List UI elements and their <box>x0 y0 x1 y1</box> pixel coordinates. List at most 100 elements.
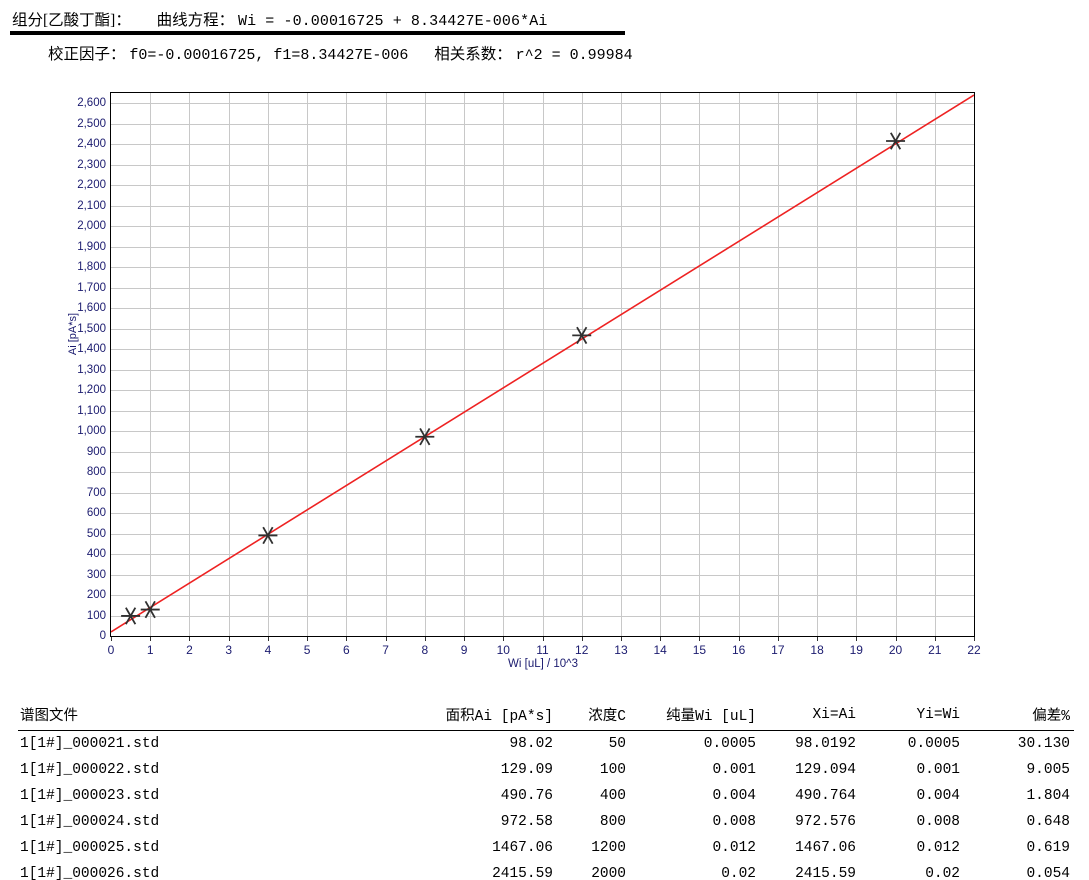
y-tick-label: 1,300 <box>77 363 106 376</box>
x-tick-mark <box>268 637 269 641</box>
y-tick-label: 2,400 <box>77 138 106 151</box>
header-line-equation: 组分[乙酸丁酯]： 曲线方程： Wi = -0.00016725 + 8.344… <box>12 8 547 30</box>
x-tick-mark <box>346 637 347 641</box>
cell-amount: 0.004 <box>712 788 756 804</box>
calibration-chart: Ai [pA*s] 0 100 200 300 400 500 600 700 800 900 1,… <box>0 78 1089 678</box>
plot-area <box>110 92 975 637</box>
y-tick-label: 2,500 <box>77 117 106 130</box>
y-tick-label: 400 <box>86 548 106 561</box>
table-row[interactable]: 1[1#]_000025.std 1467.06 1200 0.012 1467.06 0… <box>18 835 1074 861</box>
x-tick-label: 21 <box>928 643 942 657</box>
data-point-marker[interactable] <box>886 132 906 150</box>
cell-file: 1[1#]_000023.std <box>20 788 160 804</box>
cell-yi: 0.02 <box>925 866 960 880</box>
y-tick-label: 1,600 <box>77 302 106 315</box>
x-axis-tick-labels: 0 1 2 3 4 5 6 7 8 9 10 11 12 13 14 15 16 17 18 19 20 21 22 <box>107 637 981 663</box>
cell-amount: 0.0005 <box>703 736 756 752</box>
x-tick-label: 2 <box>186 643 193 657</box>
table-row[interactable]: 1[1#]_000024.std 972.58 800 0.008 972.576 0.0… <box>18 809 1074 835</box>
x-tick-label: 0 <box>107 643 115 657</box>
data-point-marker[interactable] <box>572 326 592 345</box>
y-tick-label: 1,100 <box>77 404 106 417</box>
data-point-marker[interactable] <box>415 428 435 446</box>
x-tick-label: 22 <box>967 643 981 657</box>
table-row[interactable]: 1[1#]_000022.std 129.09 100 0.001 129.094 0.0… <box>18 757 1074 783</box>
cell-area: 490.76 <box>500 788 553 804</box>
x-tick-mark <box>699 637 700 641</box>
table-body: 1[1#]_000021.std 98.02 50 0.0005 98.0192 0.00… <box>18 731 1074 880</box>
y-axis-tick-labels: 0 100 200 300 400 500 600 700 800 900 1,000 1,100 1,… <box>58 92 167 642</box>
data-point-marker[interactable] <box>140 600 160 619</box>
x-tick-mark <box>778 637 779 641</box>
cell-conc: 800 <box>599 814 626 830</box>
equation-label: 曲线方程： <box>156 12 235 29</box>
col-header-file: 谱图文件 <box>18 700 413 731</box>
y-tick-label: 1,800 <box>77 261 106 274</box>
cell-area: 98.02 <box>509 736 553 752</box>
col-header-yi: Yi=Wi <box>878 700 978 731</box>
x-tick-mark <box>386 637 387 641</box>
y-tick-label: 0 <box>99 630 106 642</box>
x-tick-mark <box>543 637 544 641</box>
x-tick-label: 14 <box>653 643 667 657</box>
y-tick-label: 2,000 <box>77 220 106 233</box>
regression-line <box>110 94 975 633</box>
x-tick-label: 18 <box>810 643 824 657</box>
cell-area: 972.58 <box>500 814 553 830</box>
x-tick-mark <box>229 637 230 641</box>
x-tick-mark <box>150 637 151 641</box>
x-tick-label: 7 <box>382 643 389 657</box>
x-tick-label: 9 <box>460 643 468 657</box>
cell-yi: 0.0005 <box>907 736 960 752</box>
x-tick-mark <box>660 637 661 641</box>
x-tick-label: 17 <box>771 643 785 657</box>
cell-area: 129.09 <box>500 762 553 778</box>
x-tick-label: 4 <box>264 643 272 657</box>
y-tick-label: 1,200 <box>77 384 106 397</box>
x-tick-mark <box>974 637 975 641</box>
factors-label: 校正因子： <box>48 46 126 63</box>
component-name: 组分[乙酸丁酯]： <box>12 12 131 29</box>
x-tick-mark <box>111 637 112 641</box>
cell-dev: 9.005 <box>1026 762 1070 778</box>
cell-yi: 0.004 <box>916 788 960 804</box>
table-header-row: 谱图文件 面积Ai [pA*s] 浓度C 纯量Wi [uL] Xi=Ai Yi=… <box>18 700 1074 731</box>
col-header-conc: 浓度C <box>553 700 638 731</box>
y-tick-label: 1,400 <box>77 343 106 356</box>
x-tick-label: 11 <box>536 643 549 657</box>
x-tick-label: 6 <box>343 643 350 657</box>
correlation-label: 相关系数： <box>434 46 512 63</box>
y-tick-label: 800 <box>86 466 106 479</box>
y-tick-label: 2,200 <box>77 179 106 192</box>
table-row[interactable]: 1[1#]_000026.std 2415.59 2000 0.02 2415.59 0.… <box>18 861 1074 880</box>
data-point-marker[interactable] <box>258 526 278 545</box>
y-tick-label: 100 <box>86 609 106 622</box>
cell-conc: 50 <box>608 736 626 752</box>
equation-value: Wi = -0.00016725 + 8.34427E-006*Ai <box>237 13 548 30</box>
table-row[interactable]: 1[1#]_000021.std 98.02 50 0.0005 98.0192 0.00… <box>18 731 1074 758</box>
x-tick-mark <box>856 637 857 641</box>
data-point-marker[interactable] <box>121 607 141 625</box>
y-tick-label: 2,300 <box>77 158 106 171</box>
cell-file: 1[1#]_000025.std <box>20 840 160 856</box>
cell-dev: 1.804 <box>1026 788 1070 804</box>
calibration-table: 谱图文件 面积Ai [pA*s] 浓度C 纯量Wi [uL] Xi=Ai Yi=… <box>18 700 1074 880</box>
table-row[interactable]: 1[1#]_000023.std 490.76 400 0.004 490.764 0.0… <box>18 783 1074 809</box>
col-header-area: 面积Ai [pA*s] <box>413 700 553 731</box>
y-tick-label: 600 <box>86 507 106 520</box>
x-tick-label: 12 <box>575 643 589 657</box>
cell-amount: 0.008 <box>712 814 756 830</box>
col-header-dev: 偏差% <box>978 700 1074 731</box>
cell-xi: 2415.59 <box>795 866 856 880</box>
x-axis-title: Wi [uL] / 10^3 <box>508 658 578 670</box>
x-tick-mark <box>582 637 583 641</box>
header-line-factors: 校正因子： f0=-0.00016725, f1=8.34427E-006 相关… <box>48 42 633 64</box>
x-tick-label: 20 <box>888 643 903 657</box>
x-tick-mark <box>739 637 740 641</box>
cell-file: 1[1#]_000026.std <box>20 866 160 880</box>
cell-area: 2415.59 <box>492 866 553 880</box>
y-tick-label: 1,000 <box>77 425 106 438</box>
x-tick-label: 13 <box>614 643 628 657</box>
x-tick-label: 16 <box>731 643 746 657</box>
